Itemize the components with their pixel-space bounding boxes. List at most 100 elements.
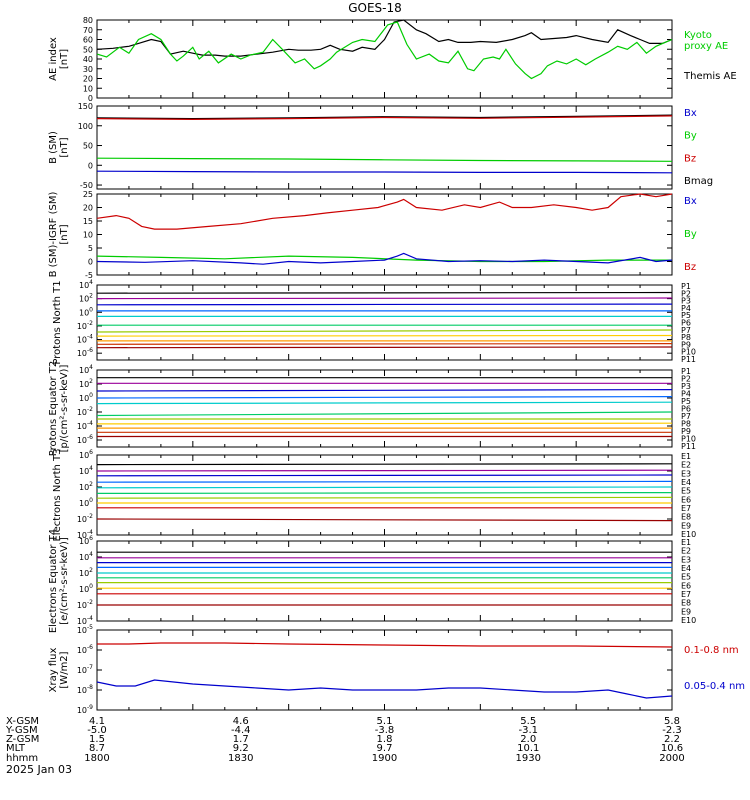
series-line-0-1-0-8-nm — [97, 642, 673, 648]
channel-label: P4 — [681, 304, 691, 313]
channel-label: P10 — [681, 435, 696, 444]
y-tick-label: 106 — [79, 535, 93, 546]
y-tick-label: -50 — [80, 181, 93, 190]
series-line-by — [96, 157, 673, 162]
series-line-e3 — [96, 474, 673, 477]
channel-label: E3 — [681, 469, 691, 478]
channel-label: P1 — [681, 282, 691, 291]
y-tick-label: 0 — [88, 258, 93, 267]
series-line-p8 — [96, 334, 673, 337]
channel-label: E8 — [681, 599, 691, 608]
channel-label: P8 — [681, 420, 691, 429]
channel-label: E2 — [681, 461, 691, 470]
series-line-e7 — [96, 496, 673, 499]
y-tick-label: 104 — [79, 551, 93, 562]
channel-label: E6 — [681, 581, 691, 590]
footer-value: -5.0 — [87, 725, 107, 736]
channel-label: E9 — [681, 607, 691, 616]
y-tick-label: 10-5 — [77, 624, 93, 635]
panel-frame — [96, 369, 673, 448]
y-tick-label: 100 — [79, 583, 93, 594]
series-line-p7 — [96, 329, 673, 333]
y-tick-label: 10-2 — [77, 599, 93, 610]
channel-label: E4 — [681, 478, 691, 487]
channel-label: P11 — [681, 355, 696, 364]
footer-value: 1.8 — [377, 734, 393, 745]
y-axis-label: Electrons Equator T4[e/(cm²-s-sr-keV)] — [48, 529, 70, 633]
y-tick-label: 0 — [88, 94, 93, 103]
footer-value: 2000 — [659, 753, 684, 764]
channel-label: P2 — [681, 289, 691, 298]
y-tick-label: 10-2 — [77, 320, 93, 331]
legend-entry: By — [684, 229, 697, 240]
channel-label: P3 — [681, 382, 691, 391]
footer-row-label: X-GSM — [6, 716, 39, 727]
legend-entry: Bx — [684, 196, 697, 207]
y-tick-label: 10-2 — [77, 406, 93, 417]
y-tick-label: 10 — [83, 231, 93, 240]
y-tick-label: 102 — [79, 481, 93, 492]
y-tick-label: 10-4 — [77, 334, 93, 345]
y-tick-label: 10-4 — [77, 615, 93, 626]
figure-title: GOES-18 — [348, 1, 402, 15]
legend-entry: Bz — [684, 262, 696, 273]
y-tick-label: 104 — [79, 279, 93, 290]
legend-entry: Themis AE — [683, 71, 737, 82]
y-tick-label: 104 — [79, 465, 93, 476]
series-line-p3 — [96, 303, 673, 306]
panel-frame — [96, 629, 673, 711]
legend-entry: Kyoto — [684, 30, 712, 41]
channel-label: P7 — [681, 412, 691, 421]
footer-value: 5.5 — [520, 716, 536, 727]
y-tick-label: 102 — [79, 567, 93, 578]
footer-value: -3.8 — [375, 725, 395, 736]
footer-value: -4.4 — [231, 725, 251, 736]
series-line-themis-ae — [96, 19, 673, 57]
panel-frame — [96, 284, 673, 361]
y-tick-label: 10-7 — [77, 664, 93, 675]
y-tick-label: 10-4 — [77, 420, 93, 431]
channel-label: E7 — [681, 590, 691, 599]
y-tick-label: 20 — [83, 204, 93, 213]
footer-value: 4.6 — [233, 716, 249, 727]
footer-value: 1830 — [228, 753, 253, 764]
panel-frame — [96, 454, 673, 536]
y-axis-label: Xray flux[W/m2] — [48, 648, 70, 693]
y-tick-label: 0 — [88, 161, 93, 170]
channel-label: E10 — [681, 616, 696, 625]
channel-label: E7 — [681, 504, 691, 513]
y-tick-label: 100 — [78, 122, 93, 131]
y-axis-label: B (SM)[nT] — [48, 131, 70, 164]
footer-value: -3.1 — [518, 725, 538, 736]
date-label: 2025 Jan 03 — [6, 763, 72, 776]
series-line-p4 — [96, 396, 673, 399]
series-line-bx — [96, 170, 673, 174]
y-tick-label: 10-4 — [77, 529, 93, 540]
series-line-e1 — [96, 463, 673, 466]
series-line-bx — [96, 252, 673, 265]
series-line-e6 — [96, 492, 673, 494]
channel-label: P1 — [681, 367, 691, 376]
y-axis-label: Protons North T1 — [52, 280, 63, 364]
y-tick-label: 10-6 — [77, 434, 93, 445]
channel-label: P6 — [681, 405, 691, 414]
channel-label: E2 — [681, 547, 691, 556]
y-tick-label: 10-2 — [77, 513, 93, 524]
footer-value: 5.8 — [664, 716, 680, 727]
y-tick-label: 10-8 — [77, 684, 93, 695]
series-line-e5 — [96, 486, 673, 489]
y-tick-label: 40 — [83, 55, 93, 64]
legend-entry: Bx — [684, 108, 697, 119]
y-tick-label: 106 — [79, 449, 93, 460]
channel-label: E1 — [681, 452, 691, 461]
y-tick-label: 10 — [83, 84, 93, 93]
y-tick-label: 102 — [79, 293, 93, 304]
y-tick-label: 25 — [83, 190, 93, 199]
footer-row-label: hhmm — [6, 753, 38, 764]
y-tick-label: 20 — [83, 75, 93, 84]
channel-label: P9 — [681, 340, 691, 349]
